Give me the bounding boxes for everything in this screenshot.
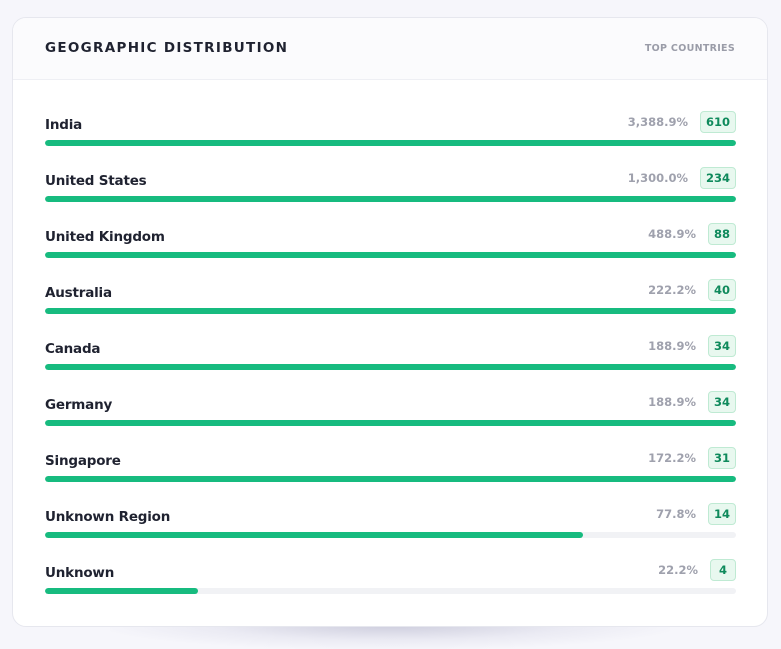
country-stats: 222.2% 40	[648, 279, 736, 301]
progress-track	[45, 140, 736, 146]
country-name: United States	[45, 173, 147, 189]
progress-fill	[45, 140, 736, 146]
progress-track	[45, 476, 736, 482]
card-subtitle: TOP COUNTRIES	[644, 43, 735, 54]
country-count-badge: 40	[707, 279, 736, 301]
country-percent: 1,300.0%	[627, 171, 688, 185]
progress-track	[45, 252, 736, 258]
country-percent: 188.9%	[648, 339, 696, 353]
country-count-badge: 31	[707, 447, 736, 469]
country-stats: 188.9% 34	[648, 391, 736, 413]
country-stats: 22.2% 4	[658, 559, 736, 581]
country-count-badge: 234	[699, 167, 736, 189]
country-stats: 77.8% 14	[656, 503, 736, 525]
card-title: GEOGRAPHIC DISTRIBUTION	[45, 40, 289, 56]
country-row: Unknown 22.2% 4	[45, 558, 736, 614]
progress-fill	[45, 252, 736, 258]
country-percent: 488.9%	[648, 227, 696, 241]
country-row: Unknown Region 77.8% 14	[45, 502, 736, 558]
country-count-badge: 34	[707, 391, 736, 413]
progress-track	[45, 532, 736, 538]
country-name: United Kingdom	[45, 229, 165, 245]
geographic-distribution-card: GEOGRAPHIC DISTRIBUTION TOP COUNTRIES In…	[12, 17, 768, 627]
country-row: Germany 188.9% 34	[45, 390, 736, 446]
progress-fill	[45, 532, 583, 538]
progress-track	[45, 420, 736, 426]
country-count-badge: 610	[699, 111, 736, 133]
progress-fill	[45, 196, 736, 202]
country-count-badge: 34	[707, 335, 736, 357]
progress-track	[45, 364, 736, 370]
country-row: United Kingdom 488.9% 88	[45, 222, 736, 278]
country-stats: 172.2% 31	[648, 447, 736, 469]
country-row: Canada 188.9% 34	[45, 334, 736, 390]
progress-fill	[45, 476, 736, 482]
country-name: Australia	[45, 285, 112, 301]
country-count-badge: 88	[707, 223, 736, 245]
country-percent: 172.2%	[648, 451, 696, 465]
country-list: India 3,388.9% 610 United States 1,300.0…	[45, 110, 736, 614]
country-percent: 3,388.9%	[627, 115, 688, 129]
country-percent: 188.9%	[648, 395, 696, 409]
country-percent: 22.2%	[658, 563, 698, 577]
country-stats: 1,300.0% 234	[628, 167, 736, 189]
progress-track	[45, 588, 736, 594]
progress-track	[45, 196, 736, 202]
country-stats: 3,388.9% 610	[628, 111, 736, 133]
country-count-badge: 14	[707, 503, 736, 525]
card-header: GEOGRAPHIC DISTRIBUTION TOP COUNTRIES	[13, 18, 767, 80]
country-percent: 77.8%	[656, 507, 696, 521]
country-name: Unknown	[45, 565, 115, 581]
country-name: Canada	[45, 341, 101, 357]
progress-track	[45, 308, 736, 314]
country-count-badge: 4	[710, 559, 736, 581]
progress-fill	[45, 588, 199, 594]
country-name: India	[45, 117, 83, 133]
progress-fill	[45, 364, 736, 370]
country-row: India 3,388.9% 610	[45, 110, 736, 166]
country-stats: 188.9% 34	[648, 335, 736, 357]
progress-fill	[45, 420, 736, 426]
country-row: United States 1,300.0% 234	[45, 166, 736, 222]
country-row: Australia 222.2% 40	[45, 278, 736, 334]
progress-fill	[45, 308, 736, 314]
country-percent: 222.2%	[648, 283, 696, 297]
country-stats: 488.9% 88	[648, 223, 736, 245]
country-name: Unknown Region	[45, 509, 171, 525]
country-row: Singapore 172.2% 31	[45, 446, 736, 502]
country-name: Germany	[45, 397, 113, 413]
country-name: Singapore	[45, 453, 121, 469]
